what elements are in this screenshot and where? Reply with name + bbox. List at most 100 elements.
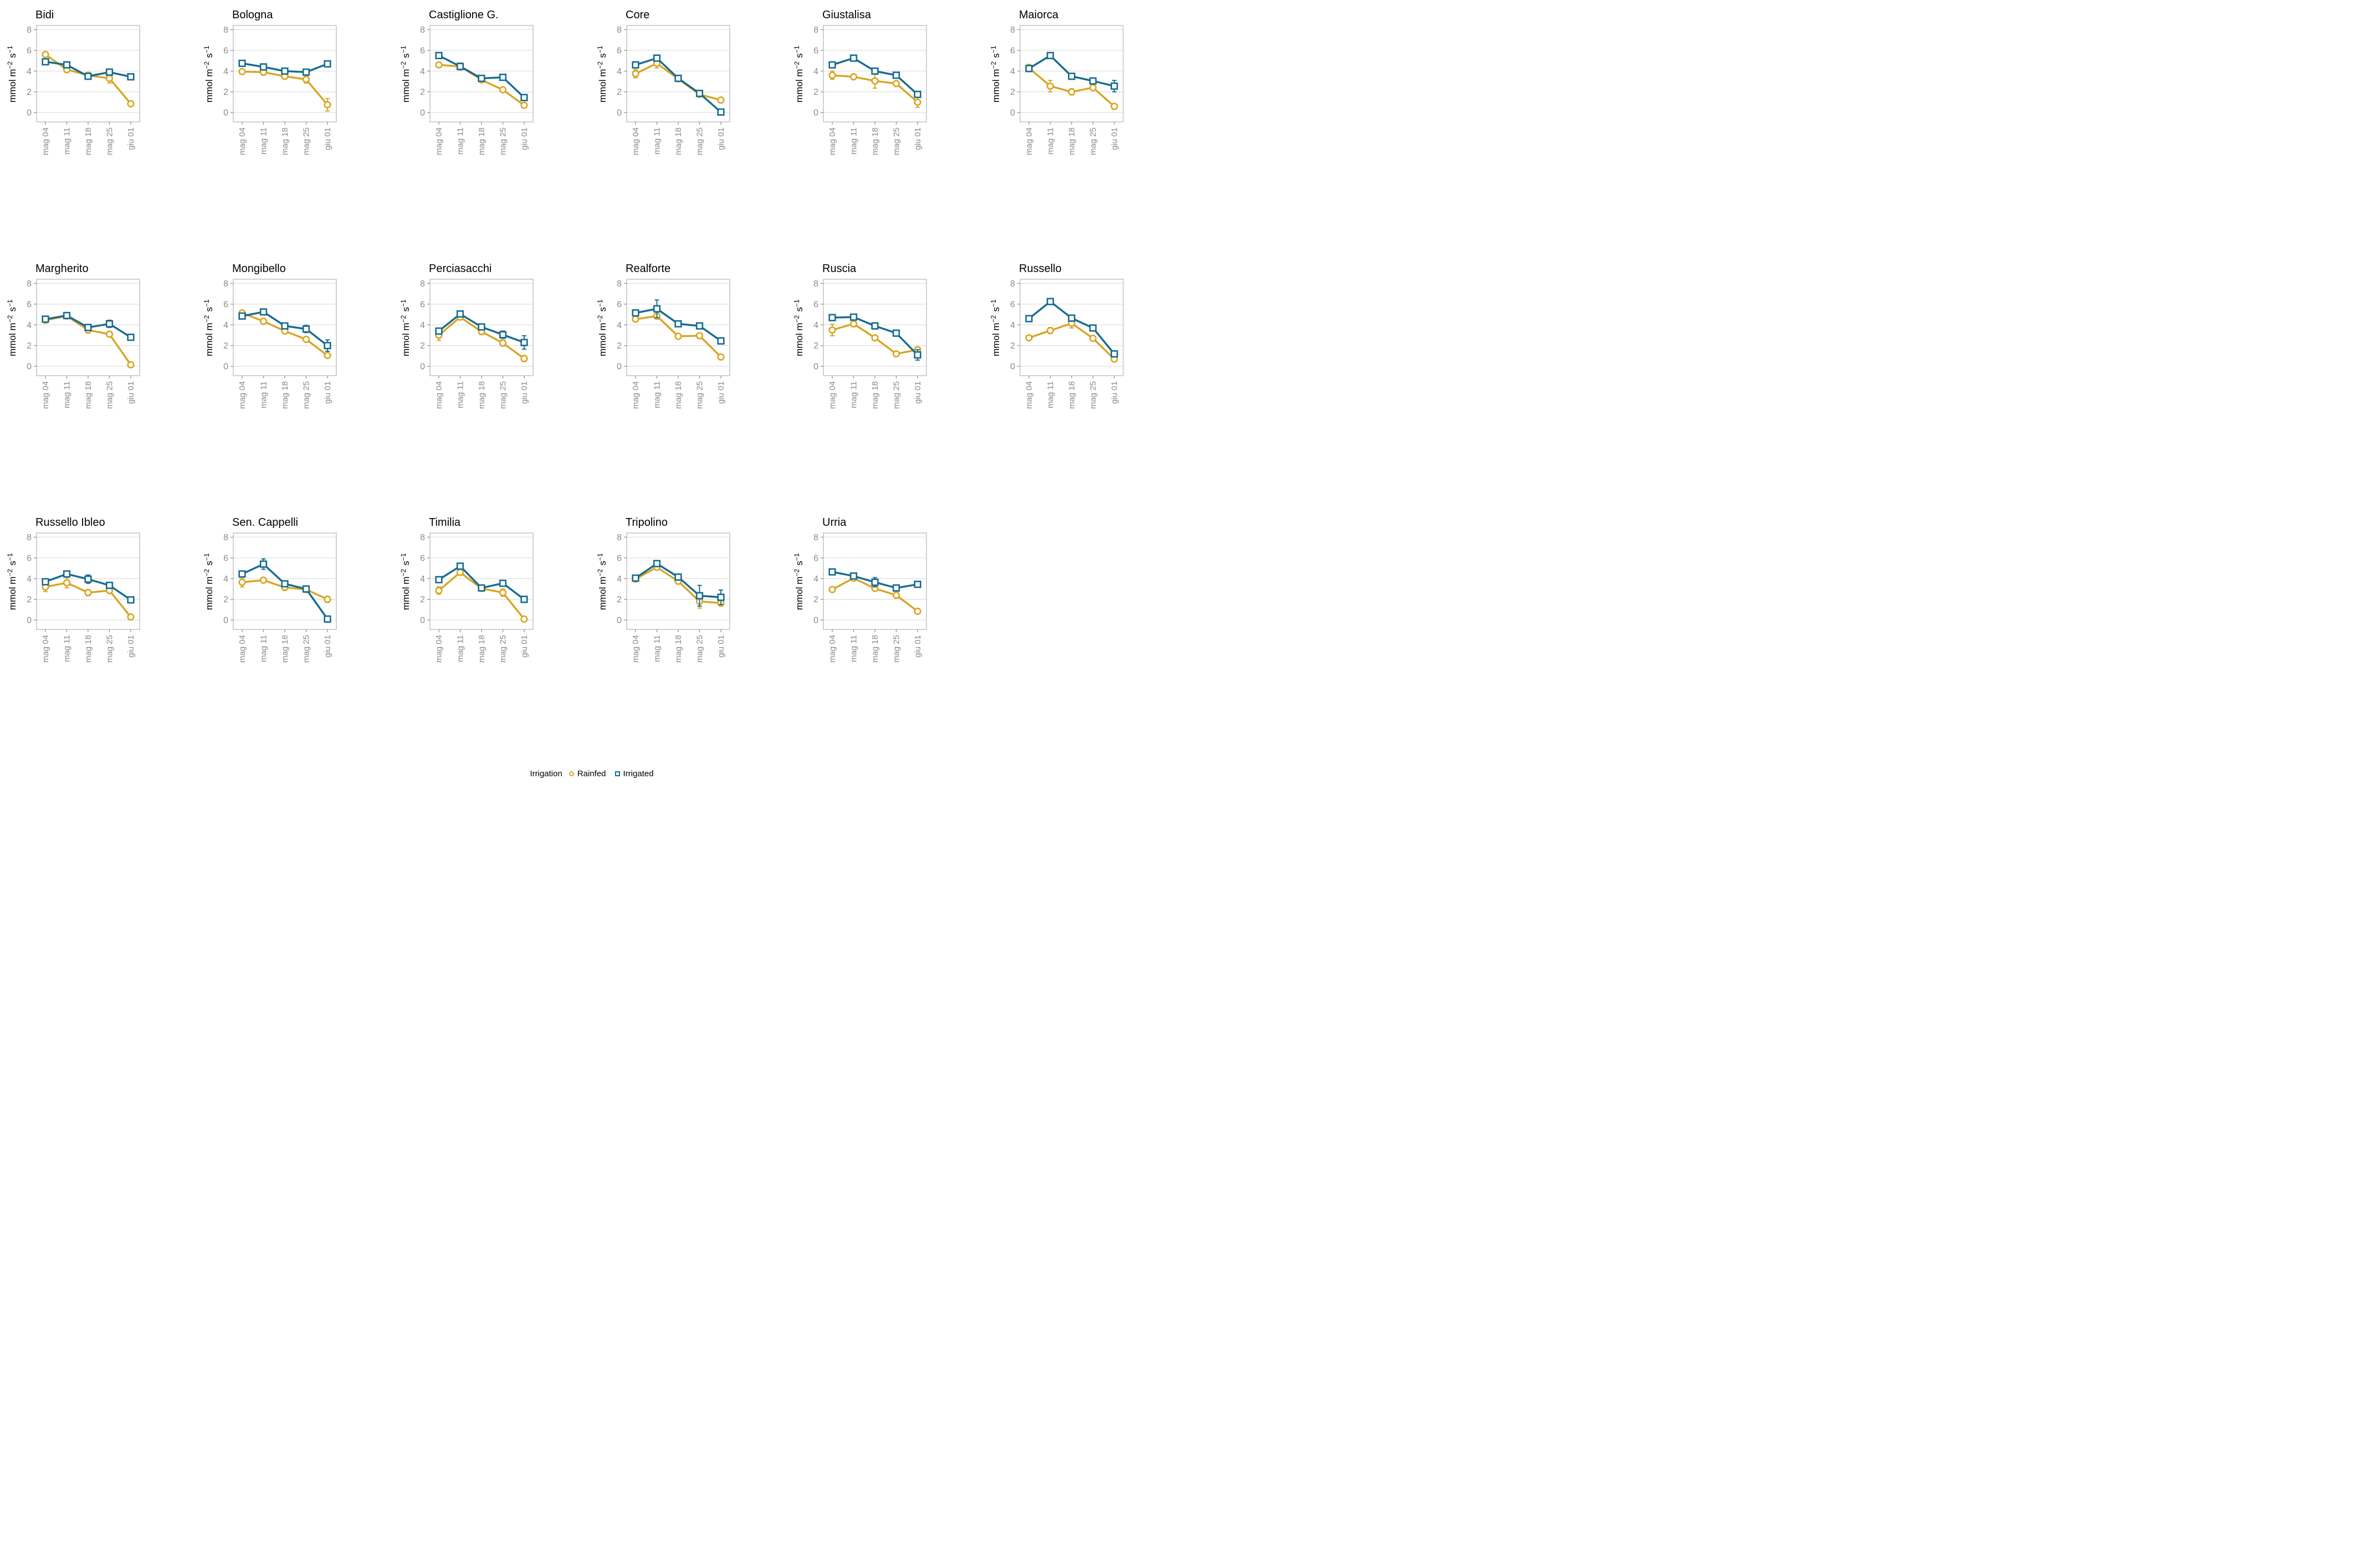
irrigated-point bbox=[674, 573, 682, 581]
y-tick-label: 6 bbox=[813, 554, 818, 563]
y-tick-label: 6 bbox=[1010, 46, 1015, 55]
rainfed-point bbox=[302, 75, 310, 83]
irrigated-point bbox=[1025, 315, 1033, 322]
irrigated-point bbox=[892, 71, 900, 79]
y-tick-label: 4 bbox=[27, 321, 32, 330]
y-tick-label: 4 bbox=[813, 575, 818, 584]
irrigated-point bbox=[695, 89, 704, 98]
irrigated-point bbox=[127, 596, 135, 604]
panel-title: Bidi bbox=[35, 9, 54, 21]
x-tick-label: mag 04 bbox=[631, 127, 641, 155]
y-tick-label: 0 bbox=[813, 616, 818, 626]
x-tick-label: mag 18 bbox=[674, 381, 683, 409]
y-tick-label: 2 bbox=[420, 88, 425, 97]
rainfed-point bbox=[1110, 103, 1118, 110]
y-tick-label: 4 bbox=[27, 575, 32, 584]
y-tick-label: 4 bbox=[420, 321, 425, 330]
y-tick-label: 8 bbox=[813, 25, 818, 35]
y-tick-label: 8 bbox=[27, 533, 32, 542]
panel-cell-russello-ibleo: 0 2 4 6 8 mag 04 mag 11 mag 18 mag 25 giu 01 mmol … bbox=[6, 513, 202, 767]
legend: Irrigation Rainfed Irrigated bbox=[6, 769, 1186, 778]
panel-title: Perciasacchi bbox=[429, 263, 491, 275]
irrigated-point bbox=[632, 309, 639, 317]
x-tick-label: mag 11 bbox=[653, 127, 662, 155]
legend-irrigated-square-icon bbox=[614, 771, 620, 776]
irrigated-point bbox=[302, 585, 310, 593]
irrigated-point bbox=[674, 74, 682, 83]
panel-perciasacchi: 0 2 4 6 8 mag 04 mag 11 mag 18 mag 25 giu 01 mmol … bbox=[400, 263, 534, 409]
y-tick-label: 4 bbox=[813, 67, 818, 76]
x-tick-label: mag 04 bbox=[1025, 127, 1034, 155]
rainfed-point bbox=[871, 334, 879, 342]
y-tick-label: 2 bbox=[223, 341, 228, 351]
y-tick-label: 8 bbox=[617, 533, 622, 542]
irrigated-point bbox=[653, 54, 661, 62]
y-axis-label: mmol m−2 s−1 bbox=[793, 552, 805, 610]
irrigated-point bbox=[456, 562, 464, 570]
panel-cell-timilia: 0 2 4 6 8 mag 04 mag 11 mag 18 mag 25 giu 01 mmol … bbox=[399, 513, 596, 767]
irrigated-point bbox=[849, 313, 858, 321]
x-tick-label: mag 18 bbox=[477, 635, 486, 663]
y-axis-label: mmol m−2 s−1 bbox=[203, 45, 214, 103]
x-tick-label: giu 01 bbox=[913, 635, 923, 658]
y-tick-label: 8 bbox=[223, 25, 228, 35]
irrigated-point bbox=[1089, 77, 1097, 85]
x-tick-label: mag 04 bbox=[434, 127, 444, 155]
rainfed-point bbox=[849, 320, 858, 328]
y-tick-label: 2 bbox=[813, 595, 818, 604]
rainfed-point bbox=[1046, 327, 1054, 335]
y-axis-label: mmol m−2 s−1 bbox=[6, 552, 18, 610]
y-tick-label: 4 bbox=[1010, 67, 1015, 76]
panel-timilia: 0 2 4 6 8 mag 04 mag 11 mag 18 mag 25 giu 01 mmol … bbox=[400, 516, 534, 663]
y-axis-label: mmol m−2 s−1 bbox=[793, 299, 805, 356]
irrigated-point bbox=[695, 592, 704, 599]
panel-maiorca: 0 2 4 6 8 mag 04 mag 11 mag 18 mag 25 giu 01 mmol … bbox=[990, 9, 1124, 155]
y-tick-label: 2 bbox=[617, 88, 622, 97]
panel-title: Russello Ibleo bbox=[35, 516, 105, 529]
irrigated-point bbox=[127, 334, 135, 341]
x-tick-label: mag 11 bbox=[849, 381, 859, 408]
rainfed-point bbox=[435, 61, 443, 69]
x-tick-label: mag 25 bbox=[302, 381, 311, 409]
irrigated-point bbox=[105, 320, 114, 328]
x-tick-label: mag 11 bbox=[1046, 381, 1056, 408]
x-tick-label: mag 25 bbox=[105, 127, 115, 155]
irrigated-point bbox=[892, 329, 900, 337]
irrigated-point bbox=[1089, 324, 1097, 332]
x-tick-label: mag 25 bbox=[892, 127, 902, 155]
x-tick-label: mag 25 bbox=[1089, 381, 1098, 409]
x-tick-label: mag 25 bbox=[499, 381, 508, 409]
rainfed-point bbox=[695, 332, 704, 340]
panel-title: Giustalisa bbox=[822, 9, 872, 21]
x-tick-label: giu 01 bbox=[126, 381, 136, 404]
y-tick-label: 8 bbox=[223, 279, 228, 289]
y-tick-label: 2 bbox=[223, 88, 228, 97]
y-tick-label: 6 bbox=[813, 46, 818, 55]
rainfed-point bbox=[259, 317, 268, 325]
rainfed-point bbox=[717, 353, 725, 361]
irrigated-point bbox=[717, 108, 725, 116]
irrigated-point bbox=[281, 67, 289, 75]
y-tick-label: 6 bbox=[27, 554, 32, 563]
rainfed-point bbox=[63, 579, 71, 587]
x-tick-label: giu 01 bbox=[716, 381, 726, 404]
y-axis-label: mmol m−2 s−1 bbox=[6, 45, 18, 103]
irrigated-point bbox=[478, 74, 485, 83]
rainfed-point bbox=[914, 607, 921, 615]
x-tick-label: mag 11 bbox=[456, 127, 465, 155]
panel-title: Bologna bbox=[232, 9, 273, 21]
rainfed-point bbox=[849, 73, 858, 81]
plot-area bbox=[430, 533, 533, 629]
x-tick-label: mag 04 bbox=[434, 635, 444, 663]
y-tick-label: 6 bbox=[223, 46, 228, 55]
irrigated-point bbox=[478, 323, 485, 331]
y-tick-label: 0 bbox=[813, 362, 818, 372]
x-tick-label: mag 18 bbox=[477, 381, 486, 409]
legend-rainfed-circle-icon bbox=[569, 771, 574, 776]
irrigated-point bbox=[717, 593, 725, 601]
rainfed-point bbox=[324, 596, 331, 603]
irrigated-point bbox=[435, 52, 443, 59]
x-tick-label: mag 04 bbox=[828, 127, 837, 155]
irrigated-point bbox=[63, 570, 71, 578]
x-tick-label: mag 18 bbox=[84, 635, 93, 663]
